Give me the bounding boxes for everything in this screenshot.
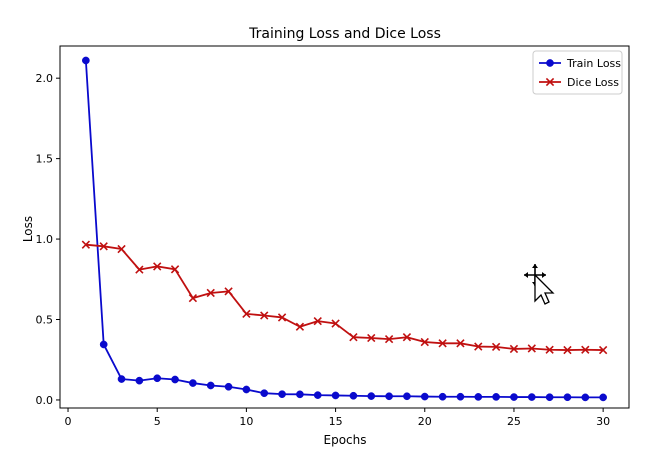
train-loss-point	[545, 393, 554, 402]
train-loss-point	[171, 375, 179, 384]
series-dice-loss	[81, 240, 608, 355]
x-tick-label: 10	[239, 415, 253, 428]
legend-item-train-loss: Train Loss	[539, 57, 621, 70]
legend-label: Train Loss	[566, 57, 621, 70]
series-train-loss	[82, 56, 607, 402]
train-loss-point	[367, 392, 376, 400]
dice-loss-point	[402, 333, 412, 342]
plot-area-frame	[59, 45, 630, 409]
dice-loss-point	[170, 265, 180, 274]
x-tick-label: 20	[418, 415, 432, 428]
train-loss-point	[403, 392, 411, 401]
x-tick-label: 0	[65, 415, 72, 428]
train-loss-point	[420, 392, 429, 401]
y-tick-label: 1.0	[36, 233, 54, 246]
train-loss-point	[135, 376, 144, 385]
train-loss-point	[189, 379, 197, 387]
x-tick-label: 5	[154, 415, 161, 428]
dice-loss-point	[331, 319, 340, 328]
dice-loss-point	[224, 287, 233, 296]
train-loss-point	[153, 374, 162, 383]
train-loss-point	[206, 381, 215, 390]
train-loss-point	[331, 391, 340, 400]
x-tick-label: 25	[507, 415, 521, 428]
dice-loss-point	[527, 344, 536, 353]
legend-marker	[546, 59, 554, 67]
train-loss-point	[385, 392, 393, 401]
dice-loss-point	[153, 262, 162, 271]
dice-loss-point	[545, 345, 554, 354]
y-tick-label: 1.5	[36, 153, 54, 166]
dice-loss-point	[135, 265, 144, 274]
train-loss-point	[313, 391, 322, 399]
train-loss-point	[349, 391, 358, 400]
y-axis-label: Loss	[21, 216, 35, 242]
train-loss-point	[278, 390, 286, 399]
y-tick-label: 0.5	[36, 314, 54, 327]
dice-loss-point	[438, 339, 447, 348]
dice-loss-point	[349, 333, 358, 342]
ticks-layer: 0 5 10 15 20 25 30 0.0 0.5 1.0 1.5 2.0	[36, 72, 611, 428]
dice-loss-point	[313, 316, 322, 326]
legend-frame	[532, 50, 623, 95]
x-tick-label: 30	[596, 415, 610, 428]
train-loss-point	[599, 393, 607, 402]
series-layer	[81, 56, 608, 402]
train-loss-point	[438, 392, 447, 401]
dice-loss-point	[491, 342, 501, 352]
train-loss-point	[563, 393, 572, 402]
dice-loss-line	[85, 243, 604, 351]
train-loss-point	[82, 56, 90, 65]
dice-loss-point	[188, 293, 198, 303]
train-loss-point	[474, 393, 483, 401]
train-loss-point	[510, 393, 518, 401]
legend-label: Dice Loss	[567, 76, 619, 89]
dice-loss-point	[277, 313, 287, 322]
dice-loss-point	[474, 342, 483, 351]
dice-loss-point	[367, 333, 376, 343]
x-tick-label: 15	[329, 415, 343, 428]
train-loss-point	[492, 393, 500, 401]
train-loss-point	[260, 389, 269, 398]
legend-marker	[545, 77, 555, 87]
x-axis-label: Epochs	[324, 433, 367, 447]
y-tick-label: 0.0	[36, 394, 54, 407]
dice-loss-point	[509, 344, 519, 354]
move-cursor-icon	[524, 264, 555, 305]
dice-loss-point	[384, 334, 394, 344]
dice-loss-point	[81, 240, 91, 249]
dice-loss-point	[581, 345, 590, 354]
train-loss-point	[242, 385, 251, 394]
axes-background	[59, 45, 630, 409]
legend-item-dice-loss: Dice Loss	[539, 76, 619, 89]
dice-loss-point	[295, 322, 305, 331]
train-loss-point	[581, 393, 590, 402]
legend: Train Loss Dice Loss	[532, 50, 623, 95]
chart-title: Training Loss and Dice Loss	[248, 26, 441, 42]
dice-loss-point	[117, 244, 126, 254]
train-loss-point	[99, 340, 108, 349]
dice-loss-point	[242, 309, 251, 319]
dice-loss-point	[206, 288, 215, 298]
train-loss-point	[224, 382, 233, 391]
dice-loss-point	[420, 337, 429, 347]
train-loss-point	[296, 390, 304, 399]
train-loss-point	[527, 393, 536, 401]
train-loss-point	[117, 375, 126, 383]
train-loss-point	[456, 392, 465, 401]
dice-loss-point	[563, 345, 572, 355]
dice-loss-point	[260, 311, 269, 320]
dice-loss-point	[99, 242, 108, 251]
dice-loss-point	[456, 339, 465, 348]
dice-loss-point	[598, 345, 608, 355]
y-tick-label: 2.0	[36, 72, 54, 85]
